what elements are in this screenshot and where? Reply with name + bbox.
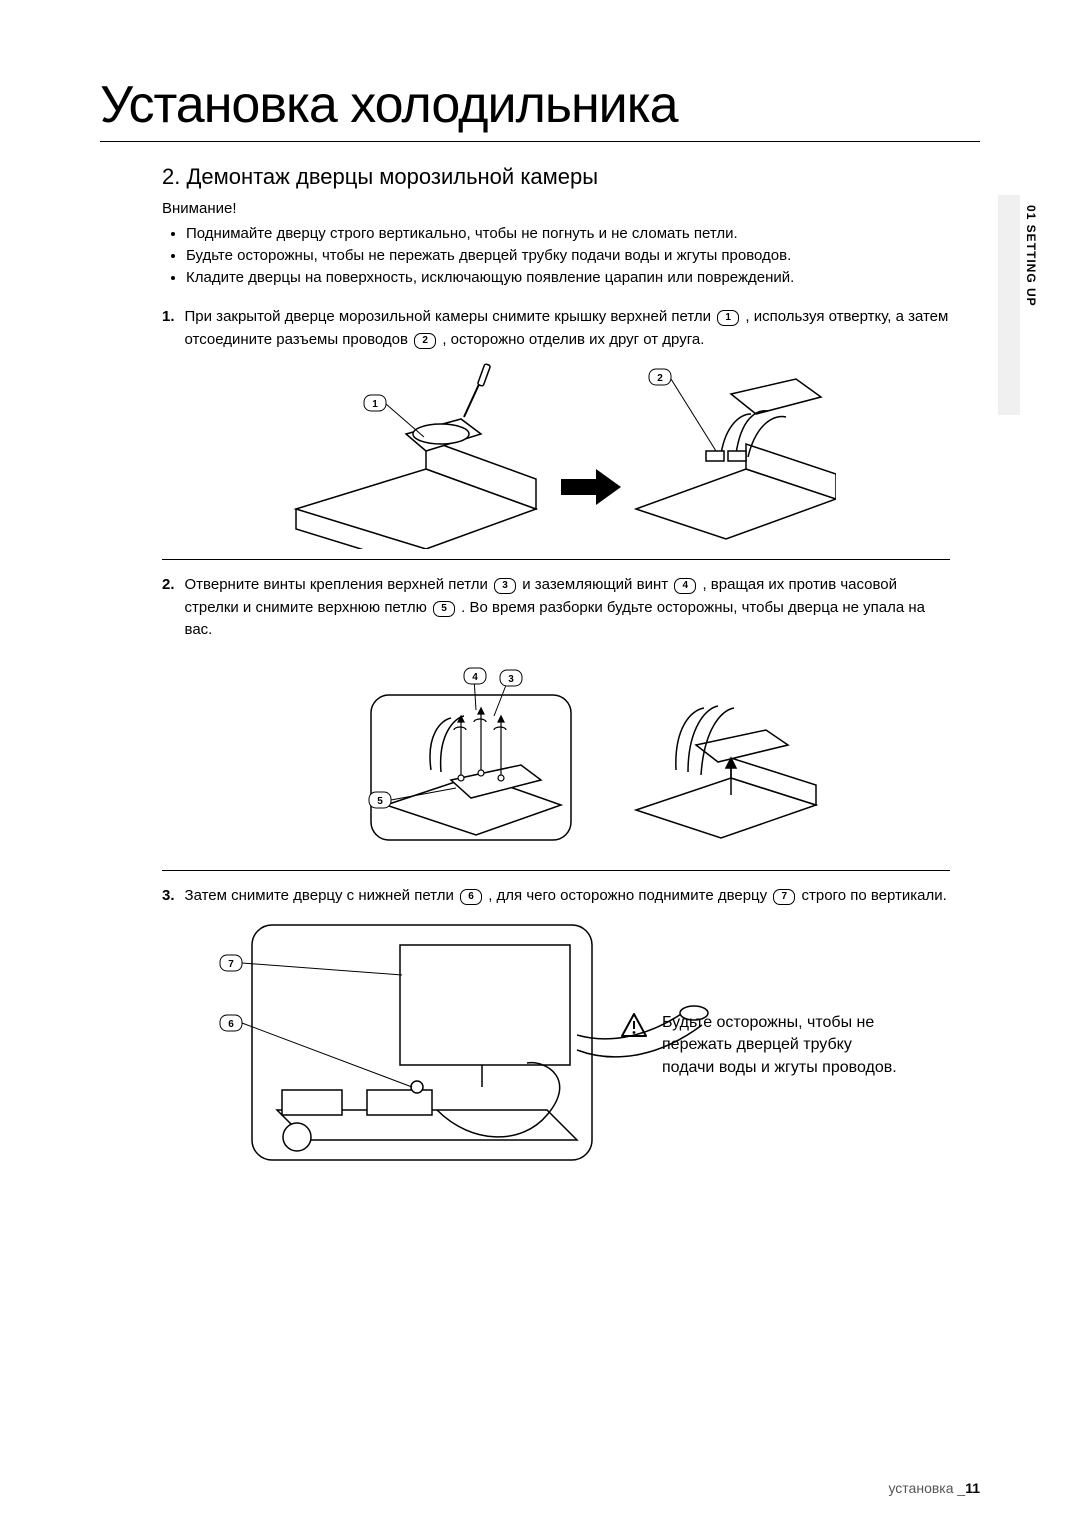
text-fragment: и заземляющий винт [522,576,672,593]
svg-text:4: 4 [472,672,478,683]
bullet-item: Будьте осторожны, чтобы не пережать двер… [186,245,950,267]
text-fragment: , осторожно отделив их друг от друга. [442,331,704,348]
callout-3: 3 [494,578,516,594]
text-fragment: Затем снимите дверцу с нижней петли [185,887,459,904]
text-fragment: При закрытой дверце морозильной камеры с… [185,308,716,325]
page-title: Установка холодильника [100,75,980,142]
warning-block: Будьте осторожны, чтобы не пережать двер… [620,1012,900,1079]
step-text: Отверните винты крепления верхней петли … [185,574,950,642]
callout-5: 5 [433,601,455,617]
footer-label: установка _ [888,1480,965,1496]
warning-text: Будьте осторожны, чтобы не пережать двер… [662,1012,900,1079]
step-number: 3. [162,885,175,908]
side-tab-label: 01 SETTING UP [1024,205,1038,307]
step-2: 2. Отверните винты крепления верхней пет… [162,574,950,642]
step-text: При закрытой дверце морозильной камеры с… [185,306,950,351]
side-tab-bg [998,195,1020,415]
step-3: 3. Затем снимите дверцу с нижней петли 6… [162,885,950,908]
step-number: 2. [162,574,175,642]
svg-text:7: 7 [228,959,234,970]
callout-6: 6 [460,889,482,905]
page-footer: установка _11 [888,1480,980,1496]
text-fragment: строго по вертикали. [802,887,947,904]
callout-2: 2 [414,333,436,349]
svg-text:1: 1 [372,399,378,410]
section-heading: 2. Демонтаж дверцы морозильной камеры [162,164,950,190]
svg-text:6: 6 [228,1019,234,1030]
footer-page-number: 11 [965,1480,980,1496]
attention-label: Внимание! [162,200,950,217]
bullet-item: Поднимайте дверцу строго вертикально, чт… [186,223,950,245]
callout-1: 1 [717,310,739,326]
svg-text:2: 2 [657,373,663,384]
text-fragment: Отверните винты крепления верхней петли [185,576,493,593]
step-text: Затем снимите дверцу с нижней петли 6 , … [185,885,947,908]
step-1: 1. При закрытой дверце морозильной камер… [162,306,950,351]
step-number: 1. [162,306,175,351]
callout-4: 4 [674,578,696,594]
svg-text:5: 5 [377,796,383,807]
attention-bullet-list: Поднимайте дверцу строго вертикально, чт… [162,223,950,288]
warning-icon [620,1012,648,1038]
callout-7: 7 [773,889,795,905]
diagram-2: 3 4 5 [162,650,950,860]
bullet-item: Кладите дверцы на поверхность, исключающ… [186,267,950,289]
text-fragment: , для чего осторожно поднимите дверцу [488,887,771,904]
svg-text:3: 3 [508,674,514,685]
diagram-1: 1 2 [162,359,950,549]
separator [162,870,950,871]
separator [162,559,950,560]
